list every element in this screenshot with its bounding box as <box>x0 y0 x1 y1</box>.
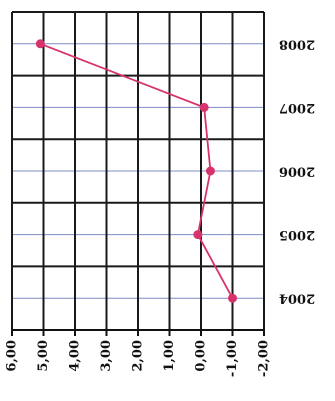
y-tick-label: 2004 <box>279 291 315 306</box>
x-tick-label: 3,00 <box>99 340 114 372</box>
x-tick-label: -1,00 <box>225 340 240 377</box>
data-point <box>193 230 203 240</box>
grid <box>11 11 265 331</box>
x-tick-label: 6,00 <box>5 340 20 372</box>
y-tick-label: 2005 <box>279 227 315 242</box>
y-tick-label: 2006 <box>279 164 315 179</box>
data-point <box>35 39 45 49</box>
axes <box>11 329 265 336</box>
x-tick-labels: 6,00 5,00 4,00 3,00 2,00 1,00 0,00 -1,00 -2,00 <box>5 340 272 377</box>
series <box>35 39 237 303</box>
x-tick-label: 0,00 <box>194 340 209 372</box>
data-point <box>228 293 237 303</box>
x-tick-label: 2,00 <box>131 340 146 372</box>
y-tick-label: 2007 <box>279 100 315 115</box>
y-tick-labels: 2008 2007 2006 2005 2004 <box>279 36 315 305</box>
data-point <box>199 102 209 112</box>
x-tick-label: 1,00 <box>162 340 177 372</box>
y-tick-label: 2008 <box>279 36 315 51</box>
data-point <box>205 166 215 176</box>
x-tick-label: 4,00 <box>68 340 83 372</box>
x-tick-label: -2,00 <box>257 340 272 377</box>
x-tick-label: 5,00 <box>36 340 51 372</box>
